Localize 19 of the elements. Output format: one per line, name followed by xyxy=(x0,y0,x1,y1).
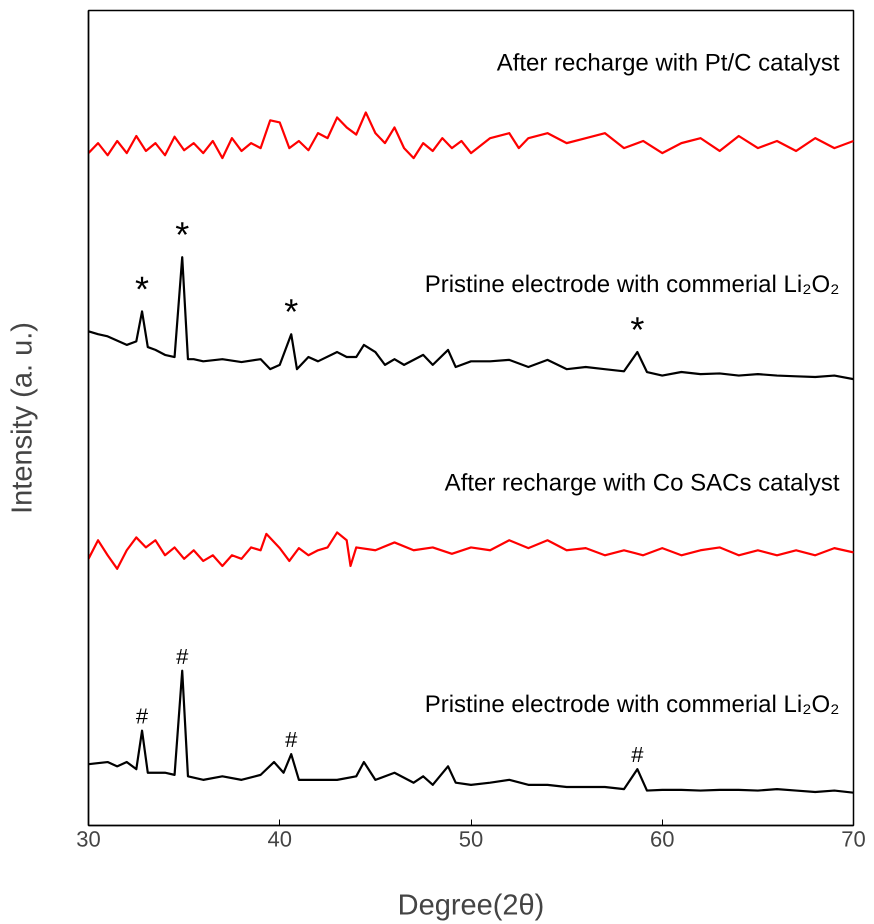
annotation: # xyxy=(631,742,644,768)
text: After recharge with Co SACs catalyst xyxy=(444,469,840,496)
x-tick-label: 30 xyxy=(76,826,101,852)
text: Pristine electrode with commerial Li₂O₂ xyxy=(424,271,840,298)
annotation: # xyxy=(176,644,190,669)
annotation: # xyxy=(285,727,298,752)
annotation: * xyxy=(630,309,644,350)
annotation: # xyxy=(136,704,149,729)
x-tick-label: 50 xyxy=(458,826,484,852)
text: After recharge with Pt/C catalyst xyxy=(496,49,840,76)
x-tick-label: 40 xyxy=(268,826,292,852)
annotation: * xyxy=(284,291,298,332)
x-axis-title: Degree(2θ) xyxy=(398,890,544,922)
annotation: * xyxy=(175,214,190,256)
x-tick-label: 70 xyxy=(841,826,866,852)
x-tick-label: 60 xyxy=(650,826,674,852)
text: Pristine electrode with commerial Li₂O₂ xyxy=(424,691,840,718)
y-axis-title: Intensity (a. u.) xyxy=(6,322,38,514)
annotation: * xyxy=(135,268,150,310)
